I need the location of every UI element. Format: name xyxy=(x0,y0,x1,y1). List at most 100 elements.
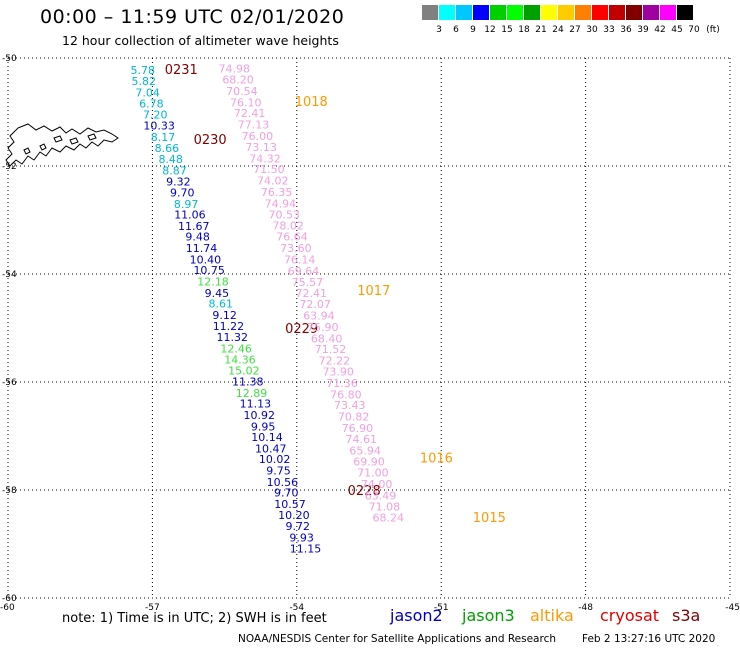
wave-height-label: 76.80 xyxy=(330,388,362,401)
color-scale-label: 12 xyxy=(484,25,496,35)
wave-height-label: 10.92 xyxy=(244,409,276,422)
page-subtitle: 12 hour collection of altimeter wave hei… xyxy=(62,33,339,48)
color-scale-label: 36 xyxy=(620,25,632,35)
color-scale-swatch xyxy=(592,5,609,20)
wave-height-label: 70.82 xyxy=(338,411,370,424)
color-scale-label: 18 xyxy=(518,25,530,35)
color-scale-label: 3 xyxy=(436,25,442,35)
wave-height-label: 74.02 xyxy=(257,175,289,188)
pass-time-label: 1017 xyxy=(357,284,390,299)
wave-height-label: 8.17 xyxy=(151,131,176,144)
y-tick-label: -50 xyxy=(2,54,17,64)
pass-time-label: 0230 xyxy=(194,133,227,148)
color-scale-swatch xyxy=(473,5,490,20)
x-tick-label: -48 xyxy=(578,603,593,613)
wave-height-label: 76.35 xyxy=(261,186,293,199)
wave-height-label: 11.38 xyxy=(232,375,264,388)
grid-lines xyxy=(7,57,731,599)
wave-height-label: 8.87 xyxy=(162,164,187,177)
color-scale-label: 15 xyxy=(501,25,513,35)
color-scale-label: 39 xyxy=(637,25,649,35)
wave-height-label: 63.49 xyxy=(365,489,397,502)
axis-ticks: -50 -52 -54 -56 -58 -60-60 -57 -54 -51 -48 -45 xyxy=(0,54,740,613)
wave-height-label: 63.94 xyxy=(303,310,335,323)
wave-height-label: 75.57 xyxy=(292,276,324,289)
satellite-legend-item: jason2 xyxy=(390,606,443,625)
color-scale-label: 70 xyxy=(688,25,700,35)
wave-height-label: 9.93 xyxy=(289,532,314,545)
y-tick-label: -54 xyxy=(2,270,17,280)
wave-height-label: 10.57 xyxy=(274,498,306,511)
wave-height-label: 72.41 xyxy=(234,107,266,120)
wave-height-label: 9.70 xyxy=(274,487,299,500)
pass-time-label: 0228 xyxy=(348,484,381,499)
wave-height-label: 65.94 xyxy=(349,445,381,458)
wave-height-label: 71.00 xyxy=(357,467,389,480)
wave-height-label: 70.54 xyxy=(226,85,258,98)
wave-height-label: 72.07 xyxy=(299,298,331,311)
color-scale-swatch xyxy=(643,5,660,20)
color-scale-label: 42 xyxy=(654,25,666,35)
wave-height-label: 11.32 xyxy=(217,331,249,344)
wave-height-label: 9.72 xyxy=(286,520,311,533)
wave-height-label: 76.64 xyxy=(276,231,308,244)
wave-height-label: 10.56 xyxy=(267,476,299,489)
wave-height-label: 76.10 xyxy=(230,96,262,109)
falkland-islands-coastline xyxy=(5,123,119,167)
x-tick-label: -45 xyxy=(725,603,740,613)
wave-height-label: 9.32 xyxy=(166,176,191,189)
wave-height-label: 9.45 xyxy=(205,287,230,300)
wave-height-label: 8.61 xyxy=(208,298,233,311)
color-scale-swatch xyxy=(456,5,473,20)
wave-height-label: 8.66 xyxy=(155,142,180,155)
color-scale-label: 45 xyxy=(671,25,683,35)
wave-height-label: 71.50 xyxy=(253,163,285,176)
wave-height-label: 8.48 xyxy=(158,153,183,166)
wave-height-label: 71.36 xyxy=(326,377,358,390)
y-tick-label: -60 xyxy=(2,594,17,604)
satellite-legend-item: jason3 xyxy=(462,606,515,625)
wave-height-label: 78.02 xyxy=(272,219,304,232)
color-scale-label: 30 xyxy=(586,25,598,35)
wave-height-label: 15.02 xyxy=(228,365,260,378)
page-title: 00:00 – 11:59 UTC 02/01/2020 xyxy=(40,6,345,28)
wave-height-label: 68.40 xyxy=(311,332,343,345)
color-scale-label: 21 xyxy=(535,25,547,35)
wave-height-label: 12.46 xyxy=(220,343,252,356)
color-scale-label: 33 xyxy=(603,25,615,35)
wave-height-label: 11.13 xyxy=(240,398,272,411)
color-scale-swatch xyxy=(626,5,643,20)
color-scale-swatch xyxy=(541,5,558,20)
wave-height-label: 68.24 xyxy=(373,512,405,525)
wave-height-label: 10.20 xyxy=(278,509,310,522)
color-scale-swatch xyxy=(609,5,626,20)
wave-height-label: 9.12 xyxy=(212,309,237,322)
wave-height-label: 74.00 xyxy=(361,478,393,491)
wave-height-label: 9.75 xyxy=(266,465,291,478)
wave-height-label: 6.78 xyxy=(139,97,164,110)
y-tick-label: -52 xyxy=(2,162,17,172)
color-scale-swatch xyxy=(677,5,694,20)
wave-height-label: 75.90 xyxy=(307,321,339,334)
color-scale-unit: (ft) xyxy=(706,25,720,35)
wave-height-label: 74.98 xyxy=(218,62,250,75)
pass-time-label: 0229 xyxy=(285,322,318,337)
wave-height-label: 7.04 xyxy=(135,87,160,100)
wave-height-label: 11.06 xyxy=(174,209,206,222)
wave-height-label: 72.41 xyxy=(295,287,327,300)
x-tick-label: -51 xyxy=(434,603,449,613)
wave-height-label: 11.22 xyxy=(213,320,245,333)
x-tick-label: -54 xyxy=(289,603,304,613)
wave-height-label: 10.40 xyxy=(190,253,222,266)
wave-height-label: 76.00 xyxy=(242,130,274,143)
wave-height-label: 9.48 xyxy=(185,231,210,244)
wave-height-label: 73.60 xyxy=(280,242,312,255)
pass-time-label: 1018 xyxy=(295,95,328,110)
wave-height-label: 5.82 xyxy=(131,75,156,88)
color-scale-swatch xyxy=(575,5,592,20)
color-scale-swatch xyxy=(507,5,524,20)
wave-height-label: 73.13 xyxy=(245,141,277,154)
wave-height-label: 11.67 xyxy=(178,220,210,233)
wave-height-label: 10.02 xyxy=(259,453,291,466)
